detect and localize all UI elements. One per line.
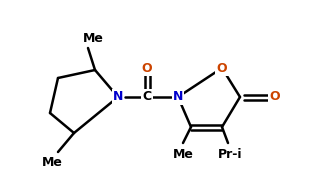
Text: Me: Me — [82, 31, 104, 45]
Text: O: O — [217, 62, 227, 74]
Text: N: N — [113, 91, 123, 103]
Text: Me: Me — [173, 148, 193, 162]
Text: O: O — [270, 91, 280, 103]
Text: N: N — [173, 91, 183, 103]
Text: Me: Me — [42, 157, 63, 169]
Text: Pr-i: Pr-i — [218, 148, 242, 162]
Text: C: C — [142, 91, 151, 103]
Text: O: O — [142, 62, 152, 74]
